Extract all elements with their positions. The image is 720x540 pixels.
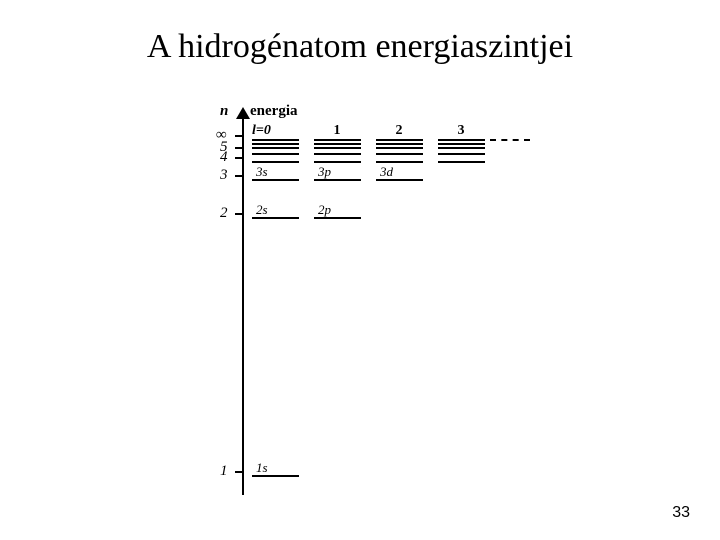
orbital-label-2p: 2p bbox=[318, 202, 331, 218]
tick bbox=[235, 157, 242, 159]
energy-level-line bbox=[438, 161, 485, 163]
page-title: A hidrogénatom energiaszintjei bbox=[0, 28, 720, 66]
tick bbox=[235, 175, 242, 177]
orbital-label-3p: 3p bbox=[318, 164, 331, 180]
l-col-1: 1 bbox=[334, 123, 341, 139]
dashed-continuation bbox=[490, 139, 530, 141]
tick bbox=[235, 135, 242, 137]
page-number: 33 bbox=[672, 504, 690, 522]
energy-level-line bbox=[438, 143, 485, 145]
energy-level-line bbox=[438, 153, 485, 155]
tick bbox=[235, 213, 242, 215]
header-n: n bbox=[220, 103, 228, 120]
energy-level-line bbox=[376, 147, 423, 149]
energy-level-diagram: n energia l=0123∞543213s3p3d2s2p1s bbox=[180, 95, 550, 495]
n-label-4: 4 bbox=[220, 149, 228, 166]
l-header: l=0 bbox=[252, 123, 271, 139]
energy-level-line bbox=[314, 143, 361, 145]
energy-level-line bbox=[314, 153, 361, 155]
energy-level-line bbox=[314, 147, 361, 149]
energy-level-line bbox=[252, 143, 299, 145]
energy-level-line bbox=[252, 139, 299, 141]
energy-level-line bbox=[376, 143, 423, 145]
energy-level-line bbox=[376, 161, 423, 163]
energy-level-line bbox=[314, 139, 361, 141]
energy-level-line bbox=[252, 161, 299, 163]
orbital-label-2s: 2s bbox=[256, 202, 268, 218]
n-label-3: 3 bbox=[220, 167, 228, 184]
l-col-3: 3 bbox=[458, 123, 465, 139]
energy-level-line bbox=[376, 139, 423, 141]
energy-level-line bbox=[252, 147, 299, 149]
energy-level-line bbox=[376, 153, 423, 155]
energy-level-line bbox=[438, 147, 485, 149]
orbital-label-3d: 3d bbox=[380, 164, 393, 180]
orbital-label-3s: 3s bbox=[256, 164, 268, 180]
energy-level-line bbox=[252, 153, 299, 155]
l-col-2: 2 bbox=[396, 123, 403, 139]
tick bbox=[235, 471, 242, 473]
energy-level-line bbox=[314, 161, 361, 163]
n-label-2: 2 bbox=[220, 205, 228, 222]
y-axis bbox=[242, 115, 244, 495]
orbital-label-1s: 1s bbox=[256, 460, 268, 476]
n-label-1: 1 bbox=[220, 463, 228, 480]
tick bbox=[235, 147, 242, 149]
energy-level-line bbox=[438, 139, 485, 141]
header-energy: energia bbox=[250, 103, 297, 120]
